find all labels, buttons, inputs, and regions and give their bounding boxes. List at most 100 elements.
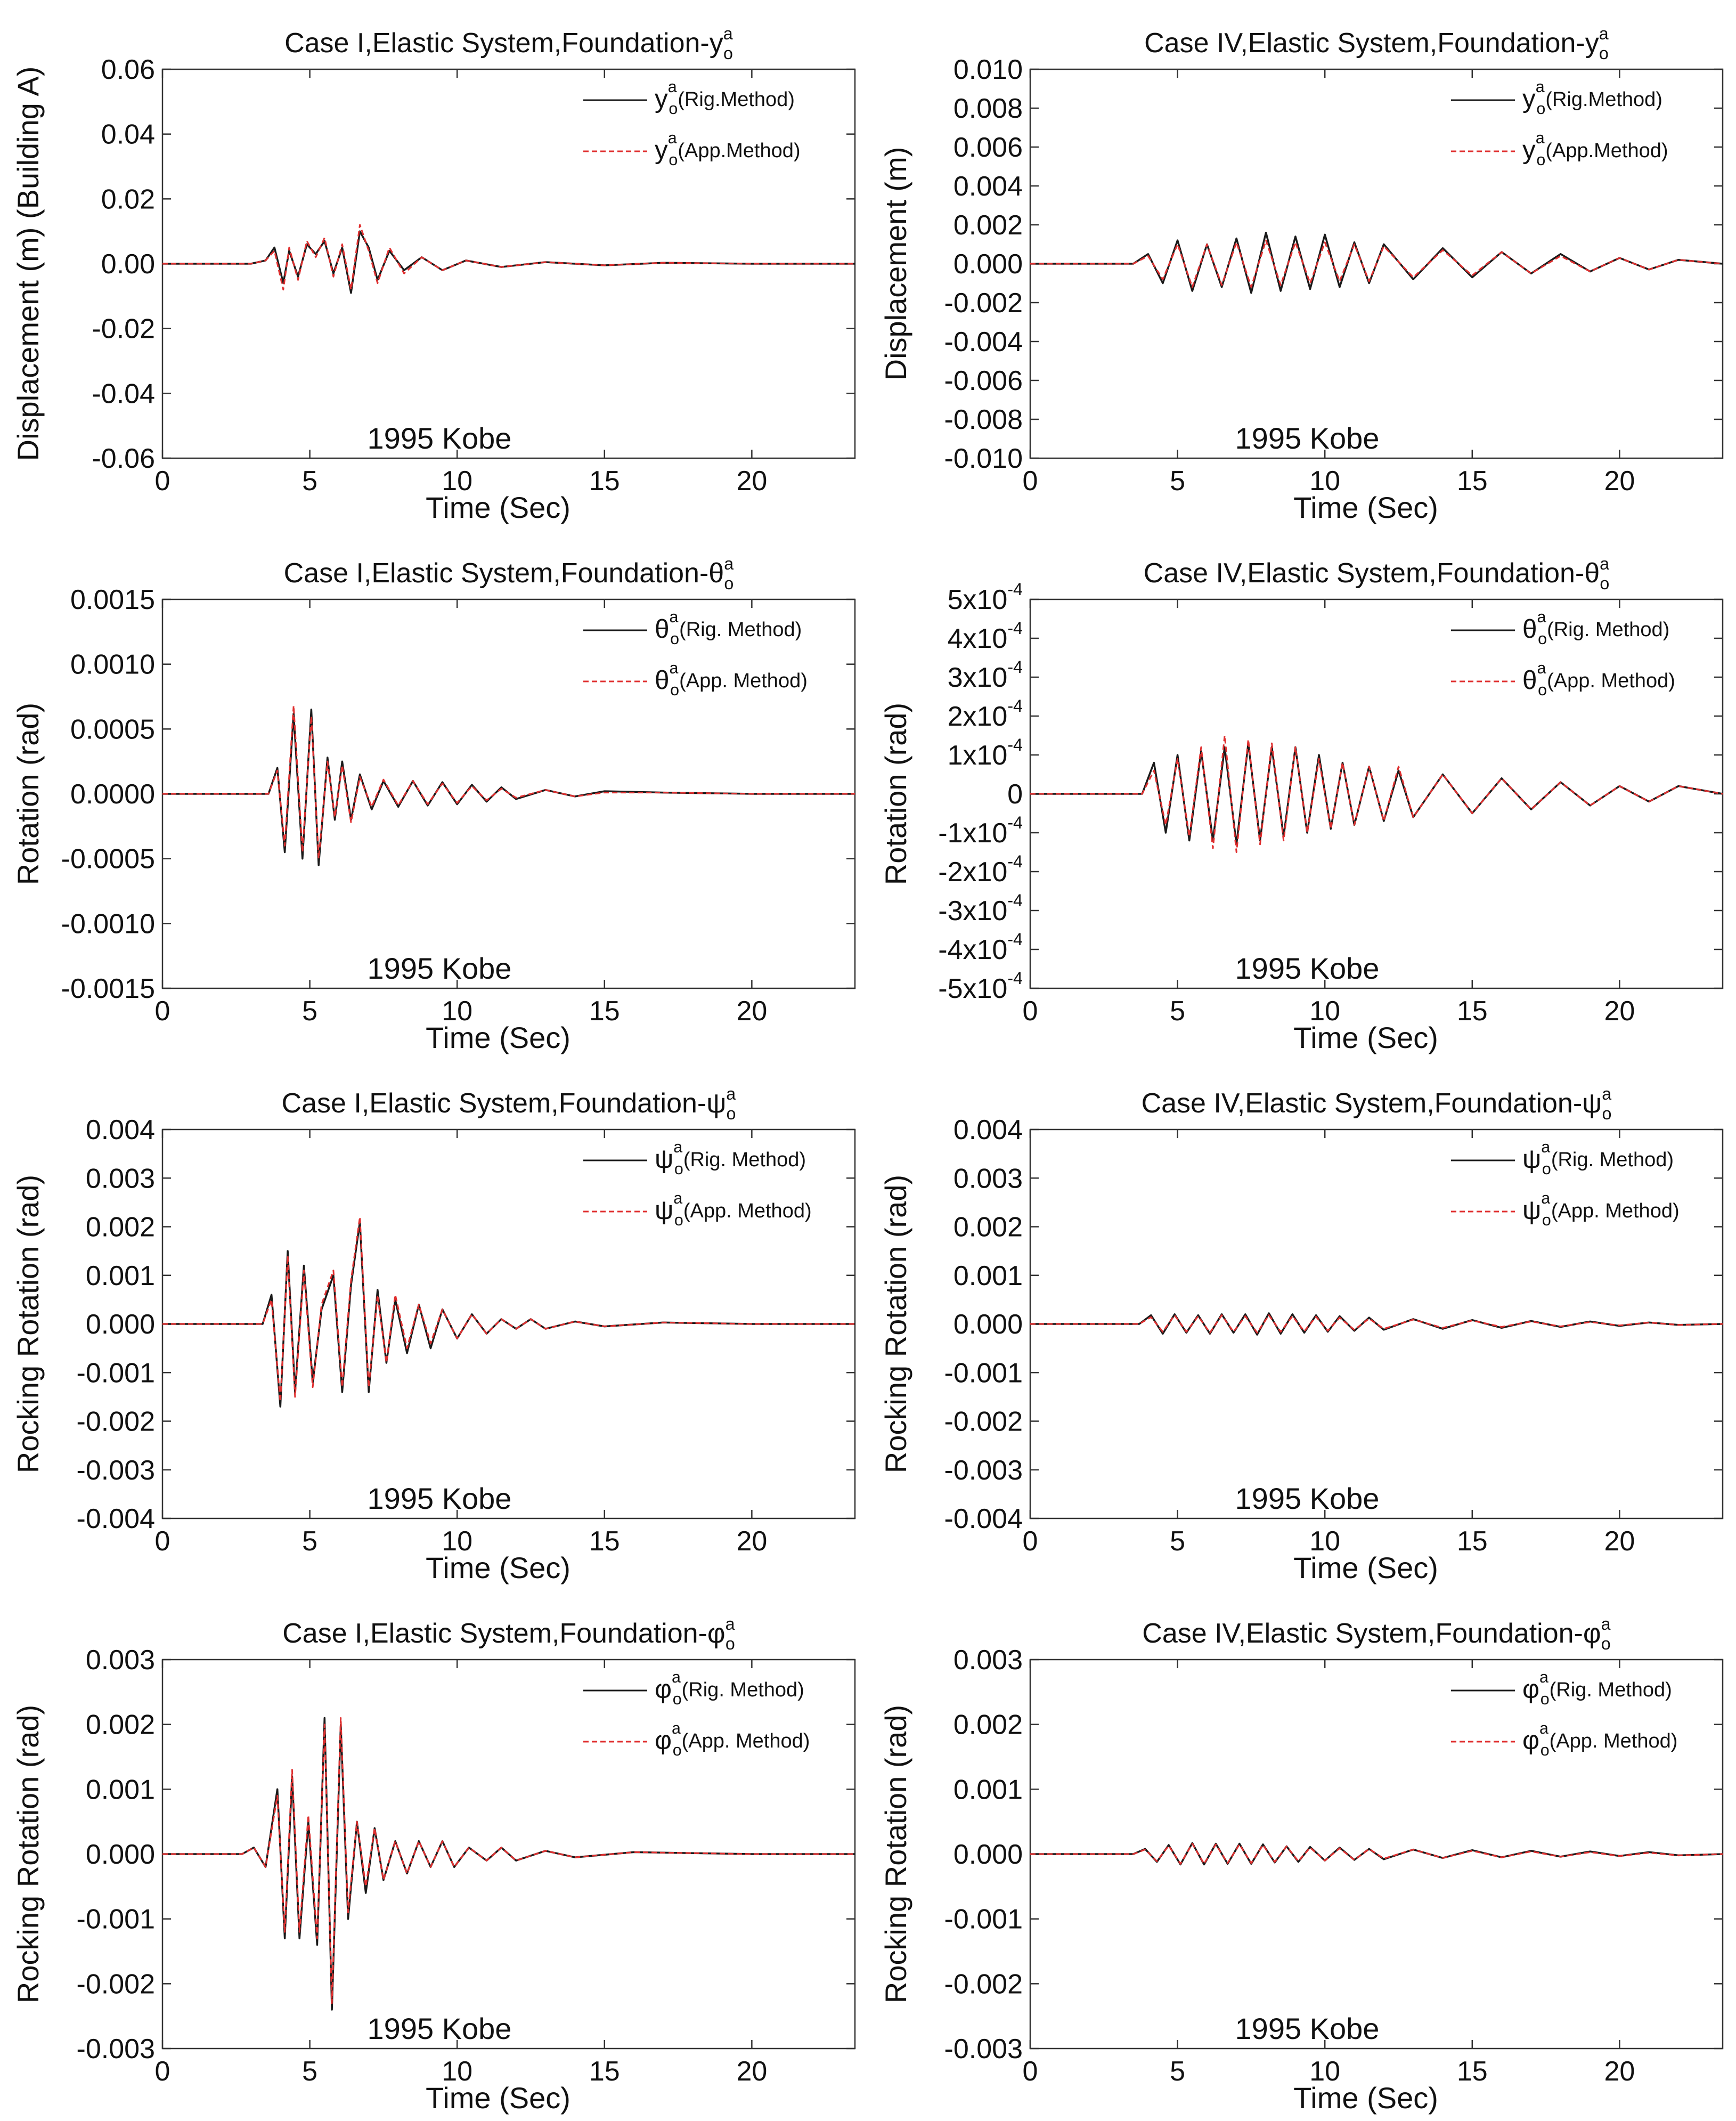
chart-svg: Case IV,Elastic System,Foundation-θa o -5x…	[879, 554, 1724, 1054]
x-tick-label: 0	[1023, 466, 1038, 497]
y-tick-label: 0.02	[101, 184, 155, 215]
y-tick-label: 0.010	[953, 54, 1023, 85]
series-line-app-method	[1030, 1314, 1723, 1334]
x-tick-label: 10	[442, 996, 472, 1027]
legend-entry: ψa o(Rig. Method)	[1522, 1138, 1674, 1178]
y-tick-label: -0.001	[944, 1904, 1023, 1935]
y-tick-label: 0.00	[101, 249, 155, 280]
y-tick-label: 0.004	[953, 171, 1023, 202]
y-axis-label: Rocking Rotation (rad)	[879, 1705, 912, 2003]
legend-entry: φa o(Rig. Method)	[1522, 1668, 1672, 1708]
event-annotation: 1995 Kobe	[1235, 1482, 1380, 1515]
x-tick-label: 10	[1309, 466, 1340, 497]
y-tick-label: -0.0005	[61, 844, 155, 875]
y-tick-label: 2x10-4	[948, 696, 1023, 732]
y-tick-label: 4x10-4	[948, 619, 1023, 654]
event-annotation: 1995 Kobe	[368, 1482, 512, 1515]
series-line-rig-method	[162, 1221, 855, 1408]
x-tick-label: 15	[589, 2056, 620, 2087]
x-tick-label: 20	[736, 2056, 767, 2087]
x-axis-label: Time (Sec)	[426, 2081, 570, 2115]
y-tick-label: 0.0000	[70, 779, 155, 810]
y-tick-label: 0.002	[86, 1212, 155, 1243]
y-tick-label: 0.06	[101, 54, 155, 85]
y-tick-label: 3x10-4	[948, 657, 1023, 693]
series-line-app-method	[162, 224, 855, 291]
x-tick-label: 5	[302, 466, 317, 497]
x-tick-label: 20	[1604, 466, 1635, 497]
legend-entry: φa o(Rig. Method)	[655, 1668, 804, 1708]
y-tick-label: 0.006	[953, 132, 1023, 163]
x-tick-label: 15	[1457, 996, 1488, 1027]
x-tick-label: 0	[155, 996, 170, 1027]
y-tick-label: 5x10-4	[948, 580, 1023, 615]
chart-svg: Case IV,Elastic System,Foundation-ψa o -0.…	[879, 1084, 1724, 1584]
event-annotation: 1995 Kobe	[368, 2012, 512, 2045]
chart-panel-case-i-theta: Case I,Elastic System,Foundation-θa o -0.0…	[0, 530, 868, 1060]
y-tick-label: -0.02	[92, 314, 155, 345]
legend-entry: θa o(Rig. Method)	[655, 608, 802, 648]
y-tick-label: 0.004	[86, 1115, 155, 1145]
chart-svg: Case I,Elastic System,Foundation-θa o -0.0…	[11, 554, 856, 1054]
legend-entry: θa o(Rig. Method)	[1522, 608, 1669, 648]
chart-panel-case-iv-y: Case IV,Elastic System,Foundation-ya o -0.…	[868, 0, 1735, 530]
y-tick-label: -0.002	[77, 1969, 155, 2000]
y-axis-label: Displacement (m)	[879, 147, 912, 381]
x-tick-label: 10	[442, 1526, 472, 1557]
x-tick-label: 15	[589, 996, 620, 1027]
y-tick-label: 0.000	[953, 1839, 1023, 1870]
chart-panel-case-iv-psi: Case IV,Elastic System,Foundation-ψa o -0.…	[868, 1060, 1735, 1590]
y-tick-label: -0.008	[944, 404, 1023, 435]
x-tick-label: 15	[589, 466, 620, 497]
x-tick-label: 0	[155, 466, 170, 497]
y-tick-label: 0.000	[86, 1309, 155, 1340]
y-tick-label: -0.06	[92, 443, 155, 474]
series-line-app-method	[162, 1216, 855, 1403]
y-axis-label: Rotation (rad)	[879, 703, 912, 885]
series-line-app-method	[162, 705, 855, 860]
y-tick-label: 0.000	[86, 1839, 155, 1870]
x-tick-label: 0	[155, 1526, 170, 1557]
x-axis-label: Time (Sec)	[426, 1021, 570, 1054]
y-axis-label: Rocking Rotation (rad)	[879, 1175, 912, 1473]
y-tick-label: 0.003	[953, 1163, 1023, 1194]
y-tick-label: -3x10-4	[938, 891, 1023, 927]
x-tick-label: 0	[1023, 996, 1038, 1027]
chart-title: Case I,Elastic System,Foundation-ya o	[284, 24, 733, 63]
y-tick-label: -4x10-4	[938, 930, 1023, 965]
y-tick-label: 0.000	[953, 1309, 1023, 1340]
x-tick-label: 20	[1604, 1526, 1635, 1557]
legend-entry: ψa o(App. Method)	[655, 1189, 812, 1229]
legend-entry: ya o(App.Method)	[655, 129, 801, 169]
event-annotation: 1995 Kobe	[368, 952, 512, 985]
x-tick-label: 10	[1309, 996, 1340, 1027]
chart-title: Case IV,Elastic System,Foundation-ψa o	[1142, 1084, 1612, 1123]
x-tick-label: 5	[302, 1526, 317, 1557]
chart-title: Case I,Elastic System,Foundation-θa o	[284, 554, 734, 593]
x-tick-label: 0	[1023, 2056, 1038, 2087]
x-tick-label: 10	[1309, 1526, 1340, 1557]
y-tick-label: 0.002	[953, 1710, 1023, 1741]
series-line-rig-method	[162, 230, 855, 294]
legend-entry: φa o(App. Method)	[1522, 1719, 1677, 1759]
x-axis-label: Time (Sec)	[1293, 491, 1438, 524]
y-tick-label: 0.001	[953, 1774, 1023, 1805]
x-tick-label: 20	[736, 996, 767, 1027]
y-tick-label: -0.002	[944, 1407, 1023, 1437]
x-axis-label: Time (Sec)	[1293, 1021, 1438, 1054]
y-tick-label: -0.001	[77, 1358, 155, 1388]
y-tick-label: -0.003	[944, 2034, 1023, 2065]
y-tick-label: -0.0015	[61, 973, 155, 1004]
y-tick-label: 0.0005	[70, 714, 155, 745]
legend-entry: ya o(Rig.Method)	[1522, 78, 1662, 118]
legend-entry: θa o(App. Method)	[1522, 659, 1675, 699]
series-line-app-method	[1030, 1843, 1723, 1865]
chart-svg: Case I,Elastic System,Foundation-ψa o -0.0…	[11, 1084, 856, 1584]
x-tick-label: 5	[302, 2056, 317, 2087]
y-tick-label: 0.003	[86, 1163, 155, 1194]
legend-entry: ψa o(Rig. Method)	[655, 1138, 806, 1178]
chart-panel-case-i-psi: Case I,Elastic System,Foundation-ψa o -0.0…	[0, 1060, 868, 1590]
x-tick-label: 5	[1170, 2056, 1185, 2087]
y-tick-label: 0.002	[953, 210, 1023, 241]
